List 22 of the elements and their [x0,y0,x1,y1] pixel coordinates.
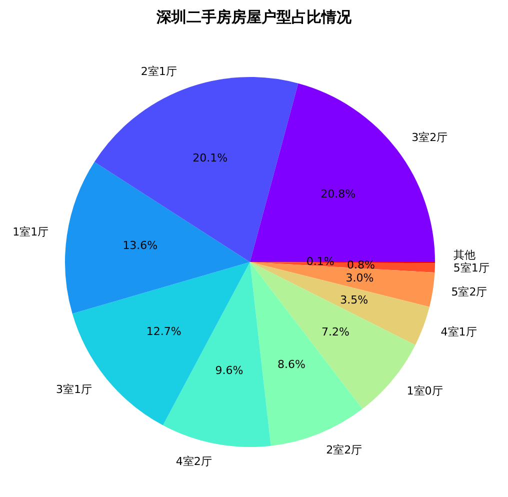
slice-label: 2室1厅 [140,64,177,78]
data-label: 20.1% [192,151,228,164]
slice-label: 1室1厅 [12,226,49,239]
data-label: 9.6% [215,364,244,377]
data-label: 13.6% [122,238,158,252]
data-label: 12.7% [146,324,182,338]
slice-label: 其他 [454,248,476,262]
data-label: 8.6% [278,358,306,371]
data-label: 3.0% [346,272,374,285]
data-label: 7.2% [322,326,350,339]
slice-label: 5室2厅 [451,285,488,298]
data-label: 0.8% [346,258,375,272]
slice-label: 4室1厅 [440,326,477,339]
slice-label: 5室1厅 [453,261,490,274]
chart-title: 深圳二手房房屋户型占比情况 [156,8,352,26]
data-label: 3.5% [340,293,368,306]
slice-label: 2室2厅 [326,444,362,457]
slice-label: 1室0厅 [406,384,443,398]
slice-label: 3室1厅 [56,383,92,396]
slice-label: 3室2厅 [412,131,448,144]
slice-label: 4室2厅 [176,454,212,468]
data-label: 20.8% [320,187,356,200]
